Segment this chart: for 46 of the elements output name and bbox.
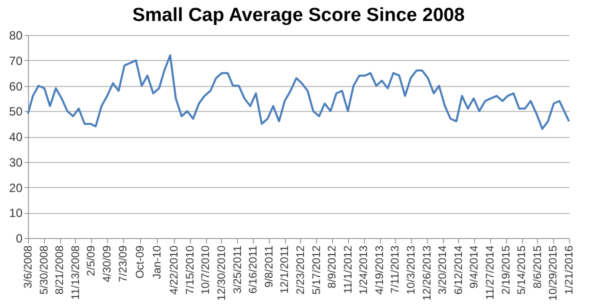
x-tick-label: 10/3/2013 [406, 246, 418, 294]
x-tick-label: 11/1/2012 [342, 246, 354, 294]
chart-title: Small Cap Average Score Since 2008 [132, 5, 465, 26]
x-tick-label: 2/5/09 [86, 246, 98, 276]
x-tick-label: 1/21/2016 [564, 246, 576, 294]
x-tick-label: 5/30/2008 [38, 246, 50, 294]
x-tick-label: 10/29/2015 [548, 246, 560, 301]
y-tick-label: 0 [16, 232, 23, 246]
x-tick-label: 6/16/2011 [248, 246, 260, 294]
x-tick-label: 7/23/09 [117, 246, 130, 282]
y-tick-label: 70 [9, 54, 23, 68]
x-tick-label: 7/11/2013 [390, 246, 402, 294]
x-tick-label: 11/13/2008 [70, 246, 82, 300]
x-tick-label: 3/6/2008 [22, 246, 34, 288]
y-tick-label: 30 [9, 155, 23, 170]
x-tick-label: 12/1/2011 [279, 246, 292, 294]
x-tick-label: 9/4/2014 [468, 246, 481, 288]
line-series [27, 54, 570, 130]
x-tick-label: 2/23/2012 [294, 246, 307, 294]
x-tick-label: 8/9/2012 [326, 246, 339, 288]
y-tick-label: 10 [9, 206, 23, 220]
y-tick-label: 40 [9, 130, 23, 144]
x-tick-label: 4/30/09 [101, 246, 114, 282]
x-tick-label: 10/7/2010 [200, 246, 212, 294]
x-tick-label: 8/6/2015 [532, 246, 544, 288]
x-tick-label: 3/25/2011 [232, 246, 244, 294]
x-tick-label: 5/14/2015 [516, 246, 528, 294]
x-tick-label: 5/17/2012 [310, 246, 323, 294]
x-tick-label: 4/19/2013 [374, 246, 386, 294]
x-tick-label: 1/24/2013 [358, 246, 370, 294]
y-tick-label: 80 [9, 28, 23, 42]
x-tick-label: 3/20/2014 [437, 246, 450, 294]
x-tick-label: 2/19/2015 [500, 246, 512, 294]
x-tick-label: 7/15/2010 [184, 246, 196, 294]
x-tick-label: 4/22/2010 [168, 246, 181, 294]
y-tick-label: 60 [9, 79, 23, 94]
x-tick-label: 9/8/2011 [263, 246, 276, 288]
x-tick-label: 6/12/2014 [452, 246, 465, 294]
x-tick-label: 8/21/2008 [54, 246, 66, 294]
x-tick-label: Oct-09 [134, 246, 146, 279]
x-tick-label: 11/27/2014 [484, 246, 497, 300]
x-tick-label: 12/26/2013 [421, 246, 434, 301]
y-tick-label: 20 [9, 180, 23, 195]
x-tick-label: 12/30/2010 [216, 246, 228, 301]
y-tick-label: 50 [9, 104, 23, 119]
x-tick-label: Jan-10 [152, 246, 164, 280]
